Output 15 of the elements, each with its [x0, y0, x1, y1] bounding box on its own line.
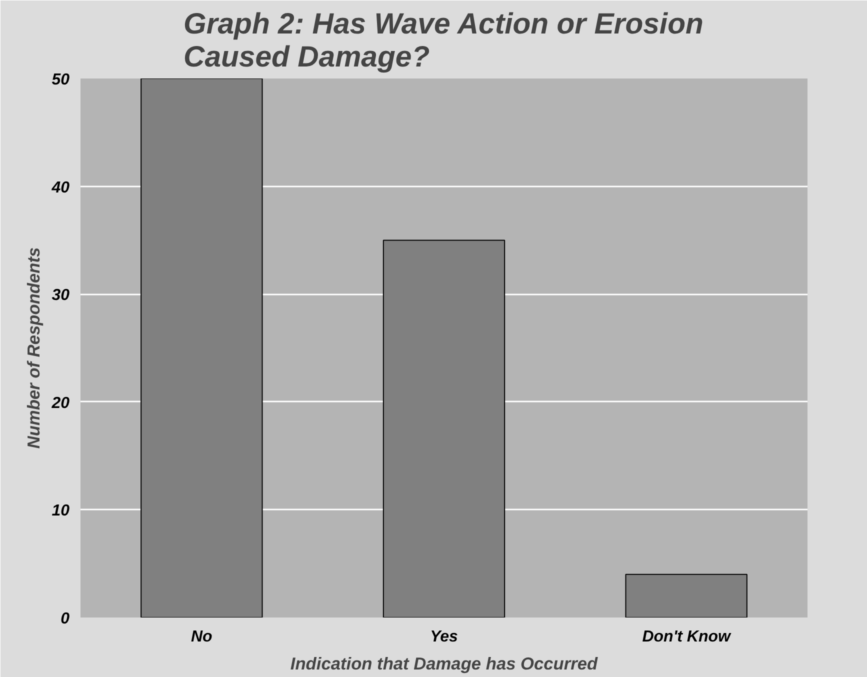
y-tick-label: 30	[52, 287, 70, 304]
y-tick-label: 20	[50, 394, 70, 412]
x-tick-label: Yes	[430, 628, 458, 646]
chart-title: Graph 2: Has Wave Action or Erosion Caused Damage?	[184, 8, 704, 74]
bar	[625, 574, 748, 618]
bar	[140, 78, 263, 618]
x-tick-label: No	[191, 628, 213, 646]
y-tick-label: 50	[52, 72, 70, 88]
y-tick-label: 10	[52, 502, 70, 520]
bar	[382, 240, 506, 618]
x-axis-title: Indication that Damage has Occurred	[290, 654, 598, 674]
y-axis-title: Number of Respondents	[24, 247, 44, 449]
y-tick-label: 0	[60, 610, 70, 628]
x-tick-label: Don't Know	[642, 628, 732, 646]
y-tick-label: 40	[50, 179, 70, 196]
